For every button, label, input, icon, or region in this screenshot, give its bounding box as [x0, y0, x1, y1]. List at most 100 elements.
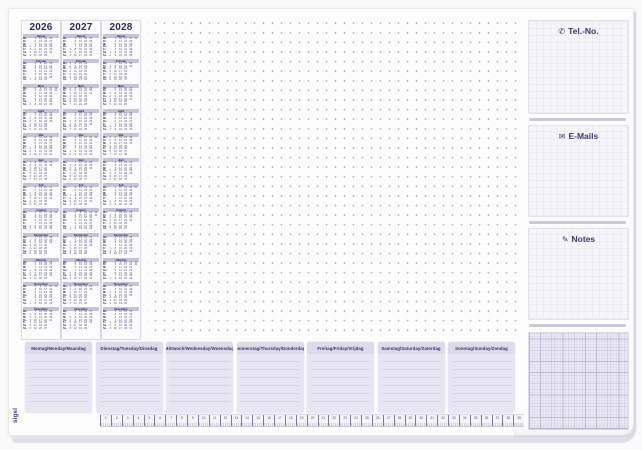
ruler-cm-segment: 20 — [306, 415, 318, 426]
ruler-cm-segment: 28 — [393, 415, 405, 426]
weekday-abbr: Mi — [103, 290, 106, 294]
weekday-abbr: Fr — [63, 48, 66, 51]
weekday-abbr: Fr — [23, 172, 26, 176]
weekday-abbr: Mi — [23, 117, 26, 121]
weekday-abbr: Mi — [23, 315, 26, 319]
day-card: Sonntag/Sunday/Zondag — [448, 342, 515, 413]
weekday-abbr: So — [63, 277, 67, 281]
weekday-abbr: Mo — [23, 285, 27, 289]
weekday-abbr: Mo — [23, 37, 27, 40]
weekday-abbr: Fr — [103, 172, 106, 176]
weekday-abbr: Do — [63, 318, 67, 322]
ruler-cm-segment: 12 — [219, 415, 231, 426]
mini-month: Januar Mo 3 10 17 24 31 Di 4 11 18 25 Mi 5 12 19 26 Do 6 13… — [103, 34, 139, 57]
weekday-abbr: Do — [63, 45, 67, 49]
ruler-number: 7 — [170, 415, 173, 420]
weekday-abbr: Sa — [63, 199, 67, 203]
weekday-abbr: Mi — [103, 42, 106, 46]
writing-lines — [29, 356, 88, 409]
weekday-abbr: Di — [63, 64, 66, 68]
weekday-abbr: So — [63, 78, 67, 82]
weekday-abbr: Sa — [23, 150, 27, 154]
weekday-abbr: Di — [103, 213, 106, 217]
month-name: Oktober — [103, 257, 139, 262]
weekday-abbr: Sa — [23, 75, 27, 79]
weekday-abbr: Mi — [23, 67, 26, 71]
phone-icon: ✆ — [558, 26, 566, 36]
weekday-abbr: Fr — [63, 97, 66, 101]
weekday-abbr: So — [103, 227, 107, 231]
month-name: Februar — [23, 58, 59, 63]
weekday-abbr: Do — [63, 244, 67, 247]
weekday-abbr: Fr — [63, 321, 66, 325]
weekday-abbr: Fr — [23, 97, 26, 101]
day-card: Mittwoch/Wednesday/Woensdag — [166, 342, 233, 413]
weekday-abbr: Do — [23, 94, 27, 98]
weekday-abbr: Di — [23, 114, 26, 118]
ruler-cm-segment: 2 — [110, 415, 122, 426]
mini-month: August Mo 2 9 16 23 30 Di 3 10 17 24 31 Mi 4 11 18 25 Do 5 1… — [63, 207, 99, 231]
month-name: Februar — [103, 58, 139, 63]
weekday-abbr: Mo — [23, 260, 27, 264]
envelope-icon: ✉ — [558, 131, 566, 141]
weekday-abbr: Mi — [63, 92, 66, 96]
mini-month: Mai Mo 1 8 15 22 29 Di 2 9 16 23 30 Mi 3 10 17 24 31 Do 4 11 1… — [103, 133, 139, 156]
month-name: Juni — [23, 158, 59, 163]
weekday-abbr: Fr — [23, 147, 26, 151]
weekday-abbr: Fr — [23, 72, 26, 76]
mini-month: Oktober Mo 2 9 16 23 30 Di 3 10 17 24 31 Mi 4 11 18 25 Do 5… — [103, 257, 139, 281]
weekday-abbr: Mo — [23, 235, 27, 239]
month-name: Dezember — [23, 307, 59, 312]
ruler-cm-segment: 36 — [480, 415, 492, 426]
ruler-number: 39 — [517, 415, 521, 420]
day-card: Samstag/Saturday/Zaterdag — [377, 342, 445, 413]
day-card: Montag/Monday/Maandag — [25, 342, 92, 413]
ruler-number: 11 — [213, 415, 217, 420]
ruler-cm-segment: 33 — [448, 415, 459, 426]
writing-lines — [99, 356, 159, 409]
weekday-abbr: Fr — [103, 72, 106, 76]
ruler-number: 34 — [463, 415, 467, 420]
ruler-cm-segment: 14 — [241, 415, 253, 426]
mini-month: April Mo 3 10 17 24 Di 4 11 18 25 Mi 5 12 19 26 Do 6 13 20 2… — [103, 108, 139, 132]
weekday-abbr: Di — [23, 288, 26, 292]
ruler-cm-segment: 34 — [458, 415, 470, 426]
weekday-abbr: Sa — [103, 100, 107, 104]
ruler-cm-segment: 5 — [143, 415, 155, 426]
month-name: Oktober — [23, 257, 59, 262]
weekday-abbr: Mi — [63, 42, 66, 46]
year-column-2027: 2027 Januar Mo 4 11 18 25 Di 5 12 19 26 Mi 6 13 20 27 Do 7… — [61, 20, 101, 340]
year-column-2028: 2028 Januar Mo 3 10 17 24 31 Di 4 11 18 25 Mi 5 12 19 26 D… — [101, 20, 141, 340]
weekday-abbr: Mi — [103, 166, 106, 170]
weekday-abbr: Mo — [63, 210, 67, 214]
weekday-abbr: So — [63, 252, 67, 256]
weekday-abbr: Mi — [63, 67, 66, 71]
ruler-cm-segment: 11 — [208, 415, 220, 426]
ruler-cm-segment: 24 — [350, 415, 361, 426]
weekday-abbr: Di — [103, 313, 106, 317]
ruler-cm-segment: 38 — [502, 415, 514, 426]
mini-month: Januar Mo 5 12 19 26 Di 6 13 20 27 Mi 7 14 21 28 Do 1 8 15 2… — [23, 34, 59, 57]
weekday-abbr: Mi — [23, 42, 26, 46]
weekday-abbr: Sa — [23, 125, 27, 129]
ruler-cm-segment: 16 — [263, 415, 274, 426]
weekday-abbr: Di — [23, 313, 26, 317]
ruler-number: 10 — [202, 415, 206, 420]
weekday-abbr: So — [103, 277, 107, 281]
weekday-abbr: Mo — [23, 111, 27, 115]
ruler-number: 14 — [245, 415, 250, 420]
weekday-abbr: Di — [23, 139, 26, 143]
ruler-cm-segment: 9 — [187, 415, 198, 426]
weekday-abbr: Di — [23, 263, 26, 267]
weekday-abbr: Mi — [103, 92, 106, 96]
weekday-abbr: Do — [103, 45, 107, 49]
weekday-abbr: Mo — [63, 37, 67, 40]
weekday-abbr: Do — [63, 169, 67, 173]
weekday-abbr: Sa — [63, 324, 67, 328]
mini-month: April Mo 5 12 19 26 Di 6 13 20 27 Mi 7 14 21 28 Do 1 8 15 22… — [63, 108, 99, 132]
weekday-abbr: Di — [103, 288, 106, 292]
weekday-abbr: Fr — [23, 197, 26, 201]
weekday-abbr: Mo — [63, 161, 67, 165]
ruler-cm-segment: 27 — [382, 415, 394, 426]
weekday-abbr: Fr — [23, 271, 26, 275]
